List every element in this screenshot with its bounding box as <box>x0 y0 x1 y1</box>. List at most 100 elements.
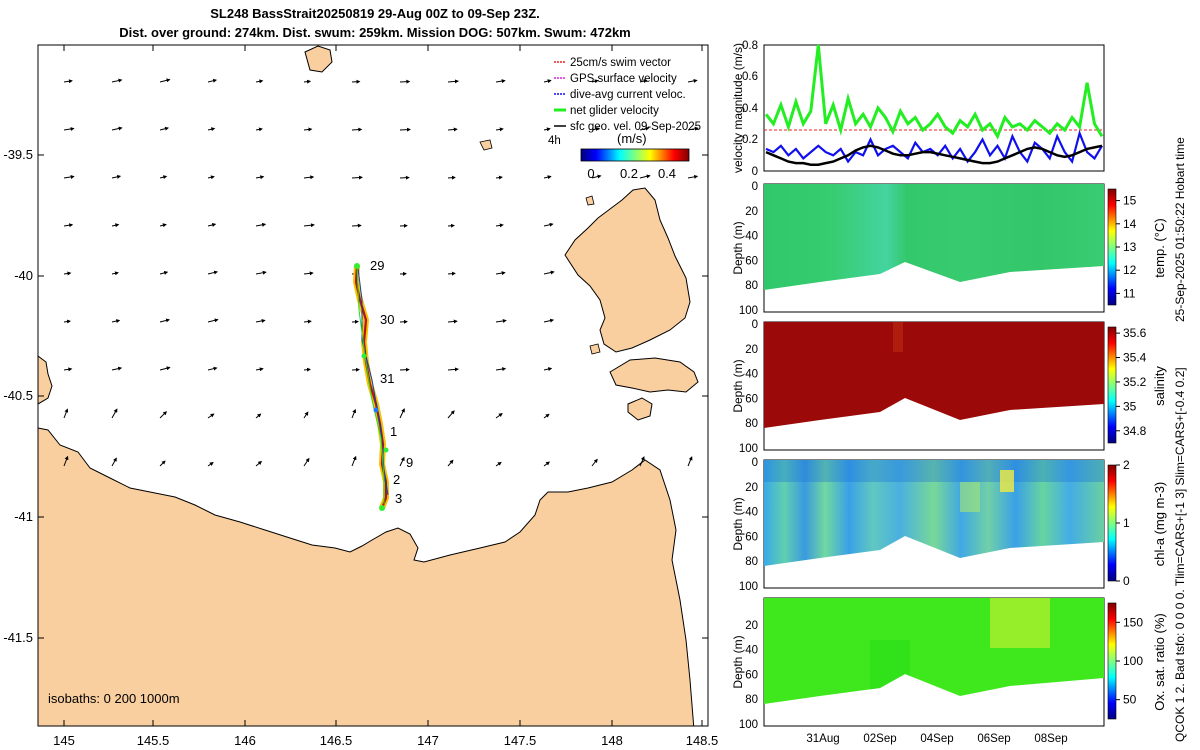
colorbar-tick-label: 100 <box>1123 654 1143 668</box>
day-label: 3 <box>395 491 402 506</box>
depth-tick: 80 <box>745 694 758 706</box>
glider-track-map: 145 145.5 146 146.5 147 147.5 148 148.5 … <box>3 44 718 748</box>
depth-tick: 80 <box>745 556 758 568</box>
current-arrow <box>111 78 123 83</box>
depth-tick: 100 <box>739 443 758 455</box>
colorbar-axis-label: Ox. sat. ratio (%) <box>1152 613 1167 711</box>
current-arrow <box>543 413 550 419</box>
qc-note: QCOK 1 2. Bad tsfo: 0 0 0 0. Tlim=CARS+[… <box>1173 367 1187 742</box>
current-arrow <box>447 127 458 132</box>
current-arrow <box>591 458 598 467</box>
temp-colorbar <box>1107 188 1117 306</box>
y-tick-label: -40.5 <box>3 388 33 403</box>
current-arrow <box>303 457 310 467</box>
legend-net-glider: net glider velocity <box>570 105 659 117</box>
current-arrow <box>303 175 315 180</box>
y-tick-label: -41.5 <box>3 630 33 645</box>
x-tick-label: 146 <box>234 733 256 748</box>
current-arrow <box>255 79 264 84</box>
velocity-panel: 0 0.2 0.4 0.6 0.8 velocity magnitude (m/… <box>731 40 1105 178</box>
current-arrow <box>351 455 357 467</box>
current-arrow <box>255 460 263 467</box>
x-tick-label: 146.5 <box>320 733 353 748</box>
current-arrow <box>543 79 552 84</box>
colorbar-tick: 0 <box>587 166 594 181</box>
current-arrow <box>447 175 456 180</box>
x-tick-label: 148 <box>601 733 623 748</box>
current-arrow <box>159 366 171 371</box>
colorbar-tick-label: 14 <box>1123 217 1137 231</box>
depth-tick: 60 <box>745 255 758 267</box>
current-arrow <box>255 270 267 275</box>
current-arrow <box>207 223 217 227</box>
colorbar-tick-label: 150 <box>1123 615 1143 629</box>
current-vector-field <box>63 78 699 467</box>
speed-colorbar <box>580 148 690 162</box>
current-arrow <box>543 222 554 227</box>
oxygen-panel <box>763 597 1117 727</box>
current-arrow <box>111 174 122 179</box>
land-small-island <box>304 45 333 73</box>
day-label: 1 <box>390 424 397 439</box>
current-arrow <box>447 319 458 324</box>
current-arrow <box>207 175 215 180</box>
current-arrow <box>447 271 456 276</box>
current-arrow <box>255 127 263 132</box>
glider-track-velocity <box>356 265 385 504</box>
vel-y-tick: 0.4 <box>742 103 759 115</box>
current-arrow <box>159 126 169 131</box>
colorbar-tick-label: 50 <box>1123 693 1137 707</box>
vel-y-tick: 0 <box>752 166 758 178</box>
current-arrow <box>111 271 119 276</box>
current-arrow <box>543 175 552 180</box>
current-arrow <box>63 79 73 84</box>
chl-colorbar <box>1107 464 1117 582</box>
timestamp-note: 25-Sep-2025 01:50:22 Hobart time <box>1173 137 1187 322</box>
day-label: 29 <box>370 258 384 273</box>
colorbar-tick: 0.2 <box>620 166 638 181</box>
colorbar-tick-label: 15 <box>1123 194 1137 208</box>
colorbar-tick-label: 11 <box>1123 286 1136 300</box>
colorbar-tick-label: 35.2 <box>1123 375 1147 389</box>
current-arrow <box>447 459 454 467</box>
current-arrow <box>159 175 168 180</box>
current-arrow <box>159 318 170 323</box>
legend-dive-avg: dive-avg current veloc. <box>570 89 686 101</box>
current-arrow <box>543 127 551 132</box>
chl-section <box>764 460 1104 566</box>
current-arrow <box>639 79 648 84</box>
current-arrow <box>543 367 553 372</box>
map-x-tick-labels: 145 145.5 146 146.5 147 147.5 148 148.5 <box>53 733 718 748</box>
colorbar-tick-label: 35.4 <box>1123 351 1147 365</box>
depth-tick: 80 <box>745 280 758 292</box>
current-arrow <box>303 319 312 324</box>
current-arrow <box>495 318 507 323</box>
current-arrow <box>591 174 602 179</box>
current-arrow <box>207 270 219 275</box>
oxygen-colorbar <box>1107 602 1117 720</box>
current-arrow <box>303 223 315 228</box>
current-arrow <box>303 411 309 419</box>
current-arrow <box>207 366 218 371</box>
current-arrow <box>447 367 459 372</box>
colorbar-tick-label: 35 <box>1123 399 1137 413</box>
glider-track-gps <box>357 267 389 496</box>
current-arrow <box>447 223 455 228</box>
current-arrow <box>207 462 214 467</box>
depth-tick: 60 <box>745 669 758 681</box>
time-tick: 31Aug <box>806 733 839 745</box>
day-label: 2 <box>393 472 400 487</box>
current-arrow <box>639 174 651 179</box>
current-arrow <box>111 319 121 324</box>
time-tick: 08Sep <box>1034 733 1067 745</box>
colorbar-tick-label: 12 <box>1123 263 1137 277</box>
current-arrow <box>63 271 72 276</box>
chart-title-line1: SL248 BassStrait20250819 29-Aug 00Z to 0… <box>210 6 540 21</box>
x-tick-label: 147 <box>417 733 439 748</box>
current-arrow <box>255 367 264 372</box>
isobaths-label: isobaths: 0 200 1000m <box>48 691 180 706</box>
series-dive-avg <box>765 129 1103 165</box>
colorbar-tick-label: 0 <box>1123 574 1130 588</box>
current-arrow <box>495 367 507 372</box>
land-cape-barren <box>609 357 699 393</box>
